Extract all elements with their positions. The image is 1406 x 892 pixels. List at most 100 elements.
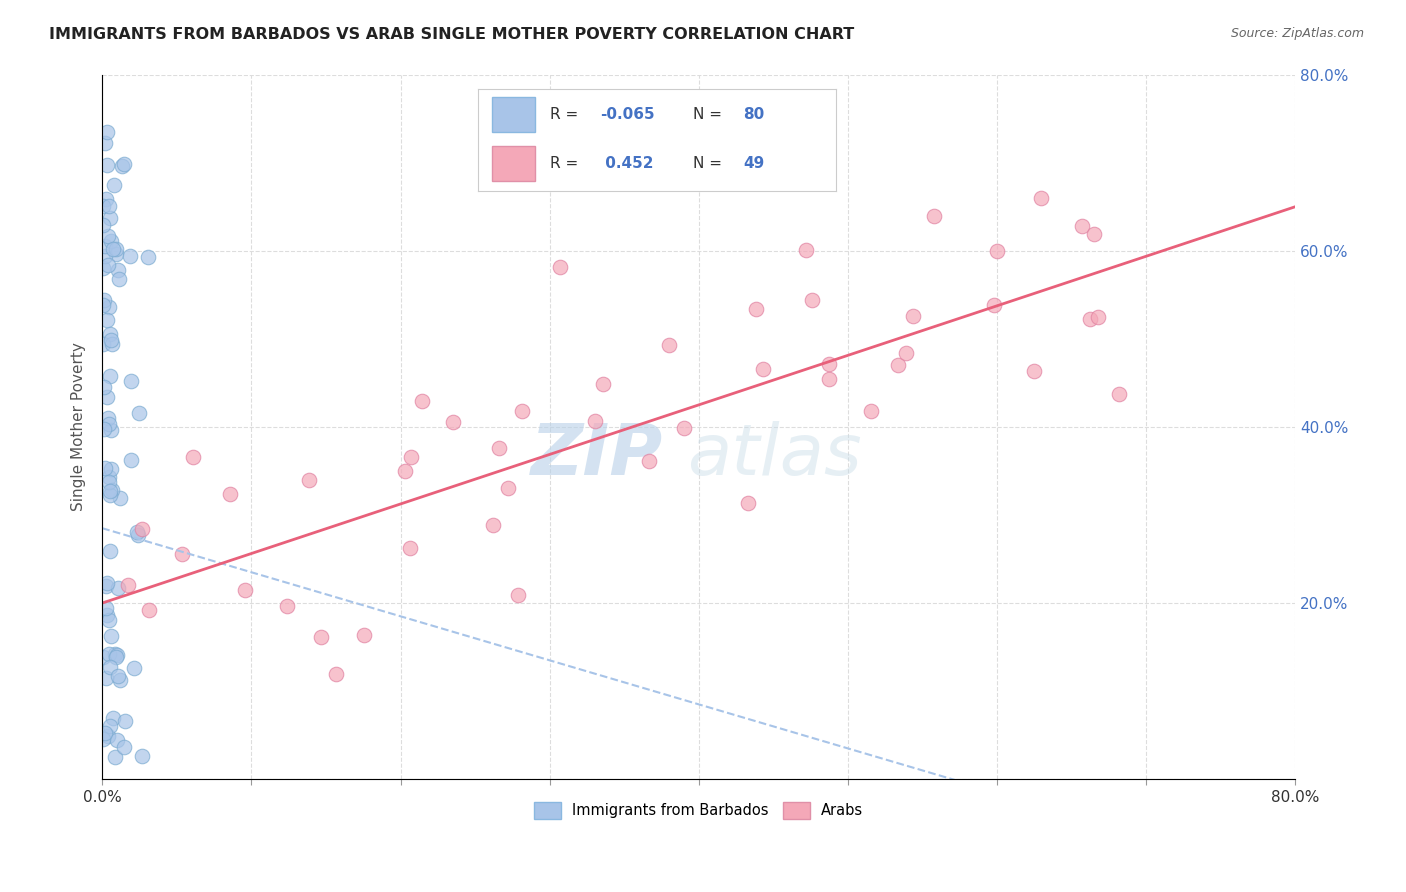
Point xyxy=(101,336,124,351)
Point xyxy=(94,239,117,253)
Point xyxy=(138,603,160,617)
Point xyxy=(111,159,134,173)
Point xyxy=(637,454,659,468)
Point xyxy=(1070,219,1092,234)
Point xyxy=(96,608,118,623)
Point xyxy=(100,423,122,437)
Point xyxy=(100,326,122,341)
Point xyxy=(672,421,695,435)
Point xyxy=(97,475,120,489)
Point xyxy=(1024,364,1046,378)
Point xyxy=(105,733,128,747)
Point xyxy=(96,579,118,593)
Text: ZIP: ZIP xyxy=(531,421,664,490)
Point xyxy=(983,297,1005,311)
Point xyxy=(91,298,114,312)
Point xyxy=(101,711,124,725)
Point xyxy=(98,483,121,498)
Point xyxy=(120,249,142,263)
Point xyxy=(96,158,118,172)
Point xyxy=(110,491,132,506)
Point xyxy=(97,229,120,244)
Point xyxy=(1031,191,1053,205)
Point xyxy=(922,209,945,223)
Point xyxy=(1087,310,1109,324)
Point xyxy=(498,481,520,495)
Point xyxy=(172,547,194,561)
Point xyxy=(986,244,1008,259)
Point xyxy=(98,544,121,558)
Point xyxy=(94,726,117,740)
Point xyxy=(97,729,120,743)
Point xyxy=(108,673,131,688)
Legend: Immigrants from Barbados, Arabs: Immigrants from Barbados, Arabs xyxy=(529,797,869,825)
Point xyxy=(411,393,433,408)
Point xyxy=(107,272,129,286)
Point xyxy=(309,630,332,644)
Text: atlas: atlas xyxy=(688,421,862,490)
Point xyxy=(96,125,118,139)
Point xyxy=(481,517,503,532)
Point xyxy=(98,300,121,314)
Point xyxy=(128,406,150,420)
Point xyxy=(100,333,122,347)
Point xyxy=(107,581,129,595)
Point xyxy=(860,404,883,418)
Point xyxy=(120,374,142,388)
Point xyxy=(105,242,128,256)
Point xyxy=(131,522,153,536)
Point xyxy=(120,453,142,467)
Point xyxy=(97,411,120,425)
Point xyxy=(97,648,120,662)
Point xyxy=(104,750,127,764)
Point xyxy=(112,739,135,754)
Point xyxy=(801,293,824,308)
Point xyxy=(398,541,420,555)
Point xyxy=(131,749,153,764)
Point xyxy=(105,648,128,662)
Point xyxy=(93,219,115,233)
Point xyxy=(112,157,135,171)
Point xyxy=(91,199,114,213)
Point xyxy=(104,247,127,261)
Point xyxy=(98,488,121,502)
Point xyxy=(117,578,139,592)
Point xyxy=(122,661,145,675)
Point xyxy=(97,198,120,212)
Point xyxy=(592,377,614,392)
Point xyxy=(98,211,121,225)
Point xyxy=(100,629,122,643)
Point xyxy=(93,136,115,150)
Point xyxy=(488,441,510,455)
Point xyxy=(96,390,118,404)
Point xyxy=(583,414,606,428)
Point xyxy=(93,422,115,436)
Point xyxy=(658,337,681,351)
Point xyxy=(100,462,122,476)
Point xyxy=(1078,312,1101,326)
Point xyxy=(181,450,204,464)
Point xyxy=(94,671,117,685)
Point xyxy=(93,293,115,307)
Point xyxy=(91,732,114,747)
Point xyxy=(107,263,129,277)
Point xyxy=(98,660,121,674)
Point xyxy=(91,261,114,276)
Point xyxy=(506,588,529,602)
Point xyxy=(96,576,118,591)
Point xyxy=(107,669,129,683)
Point xyxy=(1083,227,1105,242)
Point xyxy=(219,487,242,501)
Point xyxy=(114,714,136,729)
Point xyxy=(96,601,118,615)
Point xyxy=(101,242,124,256)
Point xyxy=(98,470,121,484)
Point xyxy=(91,336,114,351)
Point xyxy=(1108,387,1130,401)
Point xyxy=(93,380,115,394)
Point xyxy=(794,244,817,258)
Point xyxy=(94,249,117,263)
Point xyxy=(745,302,768,317)
Point xyxy=(894,346,917,360)
Point xyxy=(104,647,127,661)
